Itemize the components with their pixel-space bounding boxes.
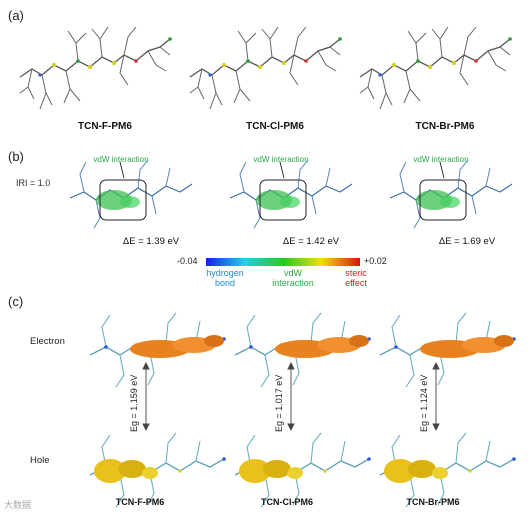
name-a-f: TCN-F-PM6 xyxy=(78,121,132,132)
orbital-hole-f xyxy=(89,432,227,508)
gap-cl: Eg = 1.017 eV xyxy=(274,374,284,432)
name-a-br: TCN-Br-PM6 xyxy=(415,121,475,132)
scale-max: +0.02 xyxy=(364,256,387,266)
row-electron: Electron xyxy=(30,336,65,347)
panel-a-structures xyxy=(19,26,513,110)
iri-map-f xyxy=(69,159,193,229)
orbital-electron-br xyxy=(379,312,517,388)
energy-cl: ΔE = 1.42 eV xyxy=(282,236,340,247)
name-c-br: TCN-Br-PM6 xyxy=(406,497,460,507)
iri-map-br xyxy=(389,159,513,229)
scale-min: -0.04 xyxy=(177,256,198,266)
color-scale-bar xyxy=(206,258,360,266)
name-c-f: TCN-F-PM6 xyxy=(115,497,165,507)
panel-b-label: (b) xyxy=(8,149,24,164)
row-hole: Hole xyxy=(30,455,50,466)
watermark: 大数据 xyxy=(4,500,32,510)
structure-tcn-f xyxy=(19,26,173,110)
orbital-hole-cl xyxy=(234,432,372,508)
vdw-callout-cl: vdW interaction xyxy=(253,155,309,164)
name-a-cl: TCN-Cl-PM6 xyxy=(246,121,304,132)
legend-hydrogen-bond: hydrogen bond xyxy=(206,268,244,288)
gap-f: Eg = 1.159 eV xyxy=(129,374,139,432)
structure-tcn-br xyxy=(359,26,513,110)
legend-steric-effect: steric effect xyxy=(345,268,367,288)
energy-br: ΔE = 1.69 eV xyxy=(438,236,496,247)
panel-c-orbitals xyxy=(89,312,517,508)
orbital-hole-br xyxy=(379,432,517,508)
panel-c-label: (c) xyxy=(8,294,24,309)
orbital-electron-cl xyxy=(234,312,372,388)
name-c-cl: TCN-Cl-PM6 xyxy=(261,497,313,507)
vdw-callout-f: vdW interaction xyxy=(93,155,149,164)
orbital-electron-f xyxy=(89,312,227,388)
legend-vdw-interaction: vdW interaction xyxy=(272,268,314,288)
panel-a-label: (a) xyxy=(8,8,24,23)
gap-br: Eg = 1.124 eV xyxy=(419,374,429,432)
energy-f: ΔE = 1.39 eV xyxy=(122,236,180,247)
structure-tcn-cl xyxy=(189,26,343,110)
vdw-callout-br: vdW interaction xyxy=(413,155,469,164)
gap-arrows xyxy=(142,361,440,432)
iri-map-cl xyxy=(229,159,353,229)
iri-label: IRI = 1.0 xyxy=(16,178,51,188)
